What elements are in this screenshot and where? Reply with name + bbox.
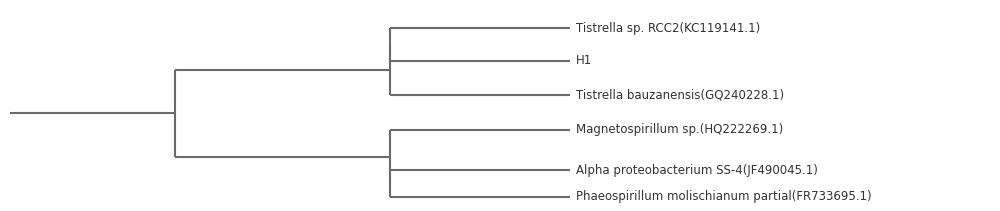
Text: Tistrella sp. RCC2(KC119141.1): Tistrella sp. RCC2(KC119141.1) <box>576 22 760 35</box>
Text: H1: H1 <box>576 54 592 67</box>
Text: Magnetospirillum sp.(HQ222269.1): Magnetospirillum sp.(HQ222269.1) <box>576 123 783 136</box>
Text: Alpha proteobacterium SS-4(JF490045.1): Alpha proteobacterium SS-4(JF490045.1) <box>576 164 818 177</box>
Text: Tistrella bauzanensis(GQ240228.1): Tistrella bauzanensis(GQ240228.1) <box>576 89 784 102</box>
Text: Phaeospirillum molischianum partial(FR733695.1): Phaeospirillum molischianum partial(FR73… <box>576 190 872 203</box>
